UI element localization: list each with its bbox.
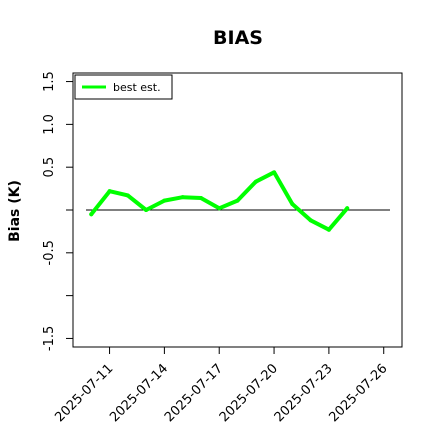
x-tick-label: 2025-07-14 <box>107 361 171 425</box>
data-point <box>253 179 258 184</box>
legend: best est. <box>74 74 173 100</box>
y-axis-label: Bias (K) <box>7 180 23 242</box>
x-axis: 2025-07-112025-07-142025-07-172025-07-20… <box>52 347 391 425</box>
data-point <box>89 212 94 217</box>
x-tick-label: 2025-07-20 <box>217 361 281 425</box>
legend-entry-best-est: best est. <box>113 81 161 94</box>
data-point <box>107 189 112 194</box>
x-tick-label: 2025-07-17 <box>162 361 226 425</box>
data-point <box>308 218 313 223</box>
data-point <box>198 196 203 201</box>
data-point <box>217 206 222 211</box>
y-axis: -1.5 -0.5 0.5 1.0 1.5 <box>42 71 73 351</box>
x-tick-label: 2025-07-23 <box>272 361 336 425</box>
data-point <box>125 193 130 198</box>
y-tick-label: 1.0 <box>42 114 57 135</box>
y-tick-label: -1.5 <box>42 326 57 351</box>
data-point <box>235 198 240 203</box>
chart-title: BIAS <box>213 27 263 49</box>
series-points <box>89 170 350 232</box>
data-point <box>290 202 295 207</box>
data-point <box>144 208 149 212</box>
data-point <box>345 206 350 211</box>
y-tick-label: 1.5 <box>42 71 57 92</box>
x-tick-label: 2025-07-11 <box>52 361 116 425</box>
y-tick-label: -0.5 <box>42 240 57 265</box>
data-point <box>272 170 277 175</box>
y-tick-label: 0.5 <box>42 157 57 178</box>
data-point <box>162 198 167 203</box>
data-point <box>180 195 185 200</box>
x-tick-label: 2025-07-26 <box>327 361 391 425</box>
data-point <box>326 227 331 232</box>
